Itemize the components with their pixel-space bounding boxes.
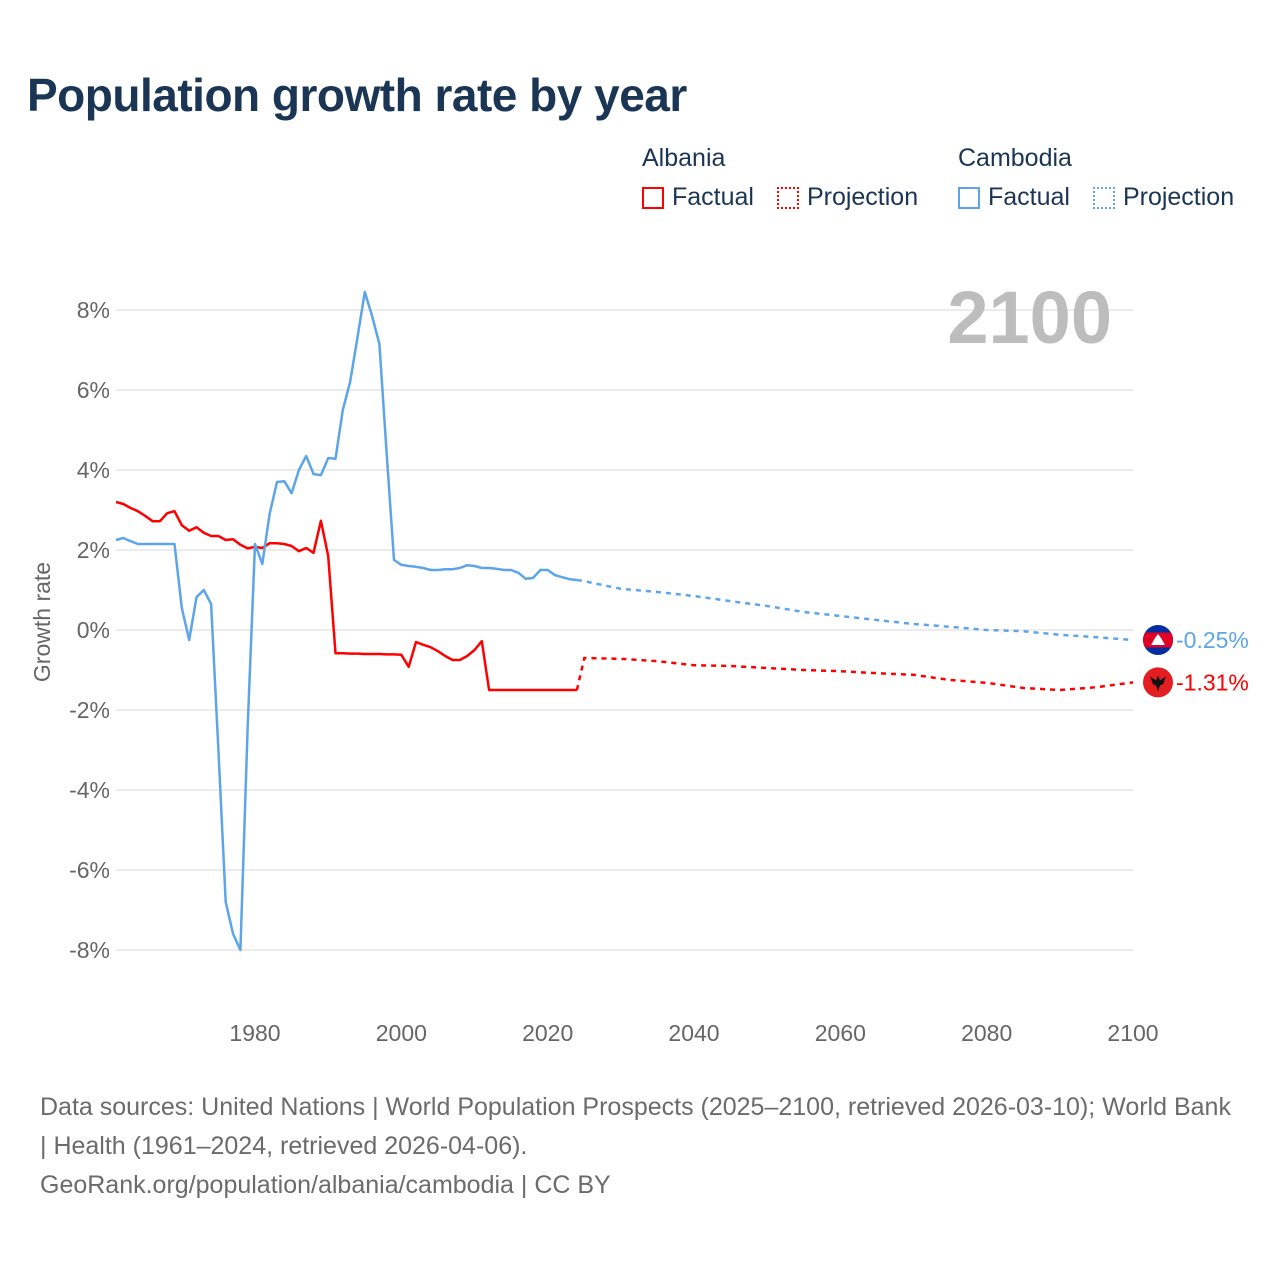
legend-cambodia-projection[interactable]: Projection — [1092, 183, 1235, 212]
data-sources: Data sources: United Nations | World Pop… — [40, 1093, 1231, 1160]
end-labels: -1.31% -0.25% — [1143, 625, 1249, 698]
dotted-swatch-icon — [1092, 186, 1115, 209]
x-tick-label: 2000 — [376, 1020, 427, 1046]
series-lines — [115, 290, 1134, 952]
x-tick-label: 2040 — [668, 1020, 719, 1046]
y-tick-label: -2% — [69, 697, 110, 723]
year-label: 2100 — [947, 276, 1112, 359]
chart-title: Population growth rate by year — [27, 69, 687, 121]
albania-factual-line — [115, 500, 577, 692]
legend-albania: Albania Factual Projection — [642, 144, 934, 216]
solid-swatch-icon — [642, 186, 664, 209]
x-tick-label: 1980 — [229, 1020, 280, 1046]
legend-group-name: Albania — [642, 144, 726, 172]
gridlines — [116, 309, 1133, 951]
y-tick-label: 8% — [77, 297, 110, 323]
cambodia-factual-line — [115, 290, 578, 952]
cambodia-flag-icon — [1143, 625, 1173, 655]
x-tick-label: 2060 — [815, 1020, 866, 1046]
legend-albania-projection[interactable]: Projection — [776, 183, 919, 212]
eagle-icon — [1150, 675, 1166, 692]
x-tick-label: 2020 — [522, 1020, 573, 1046]
legend-label: Factual — [988, 183, 1070, 211]
albania-end-label: -1.31% — [1176, 669, 1249, 695]
y-tick-label: 2% — [77, 537, 110, 563]
x-axis-ticks: 1980 2000 2020 2040 2060 2080 2100 — [229, 1020, 1158, 1046]
y-tick-label: 6% — [77, 377, 110, 403]
y-axis-ticks: 8% 6% 4% 2% 0% -2% -4% -6% -8% — [69, 297, 110, 963]
albania-flag-icon — [1143, 667, 1173, 698]
legend-albania-factual[interactable]: Factual — [642, 183, 754, 212]
y-tick-label: 4% — [77, 457, 110, 483]
albania-projection-line — [575, 656, 1134, 692]
cambodia-end-label: -0.25% — [1176, 627, 1249, 653]
legend-label: Factual — [672, 183, 754, 211]
y-axis-label: Growth rate — [29, 562, 55, 682]
x-tick-label: 2100 — [1107, 1020, 1158, 1046]
cambodia-projection-line — [576, 578, 1134, 642]
legend-label: Projection — [1122, 183, 1235, 211]
flag-body — [1143, 625, 1173, 655]
x-tick-label: 2080 — [961, 1020, 1012, 1046]
legend-cambodia: Cambodia Factual Projection — [958, 144, 1250, 216]
y-tick-label: 0% — [77, 617, 110, 643]
credit-link[interactable]: GeoRank.org/population/albania/cambodia … — [40, 1171, 611, 1199]
y-tick-label: -4% — [69, 777, 110, 803]
footer: Data sources: United Nations | World Pop… — [40, 1088, 1240, 1205]
y-tick-label: -6% — [69, 857, 110, 883]
angkor-wat-icon — [1151, 634, 1165, 645]
dotted-swatch-icon — [776, 186, 799, 209]
legend-group-name: Cambodia — [958, 144, 1072, 172]
legend-cambodia-factual[interactable]: Factual — [958, 183, 1070, 212]
legend-label: Projection — [806, 183, 919, 211]
solid-swatch-icon — [958, 186, 980, 209]
y-tick-label: -8% — [69, 937, 110, 963]
